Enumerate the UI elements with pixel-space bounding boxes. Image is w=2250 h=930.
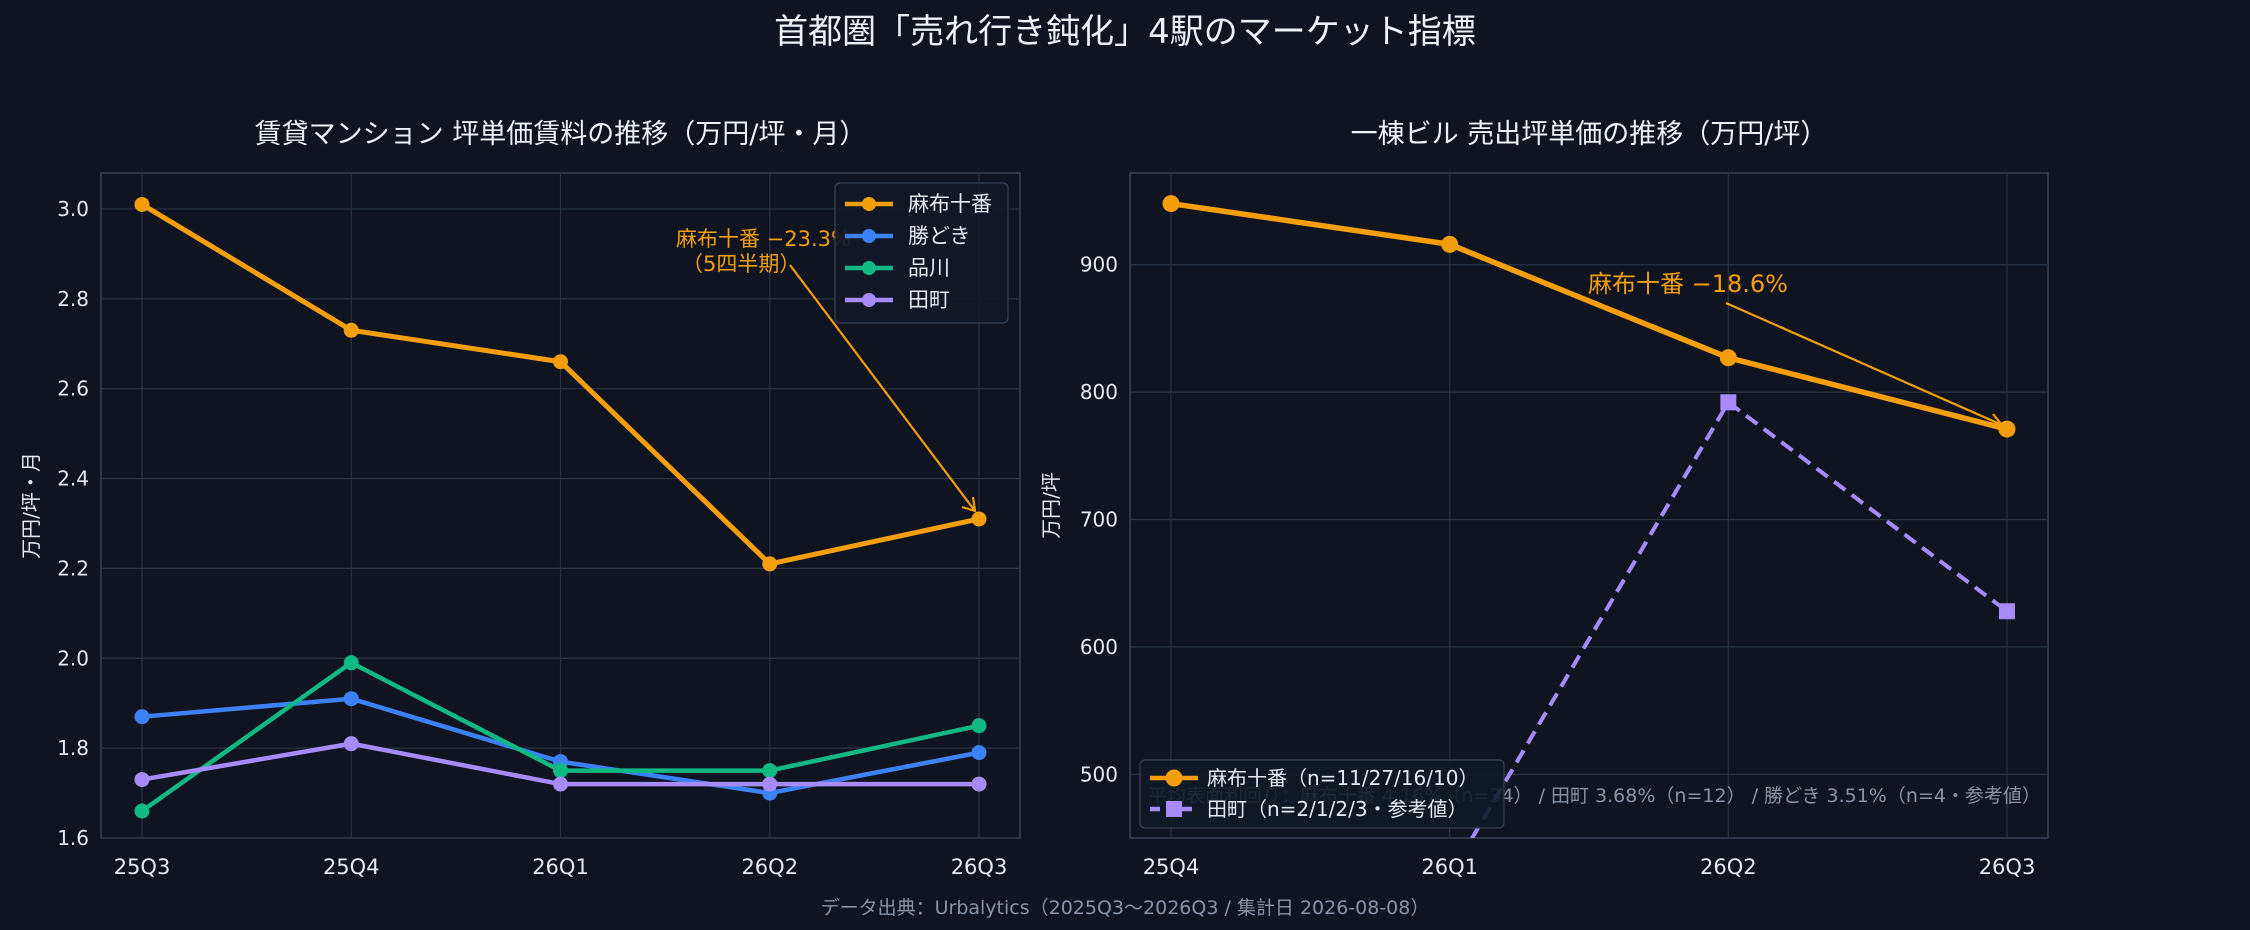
data-point — [1999, 603, 2015, 620]
y-tick-label: 1.8 — [57, 736, 89, 760]
data-point — [1441, 235, 1459, 253]
data-point — [343, 691, 359, 707]
y-tick-label: 2.8 — [57, 287, 89, 311]
data-source-footer: データ出典：Urbalytics（2025Q3〜2026Q3 / 集計日 202… — [820, 897, 1430, 919]
legend-box — [1139, 759, 1505, 829]
y-tick-label: 900 — [1080, 253, 1118, 277]
x-tick-label: 25Q4 — [323, 855, 380, 879]
legend-label: 田町（n=2/1/2/3・参考値） — [1207, 797, 1468, 821]
data-point — [553, 763, 568, 779]
x-tick-label: 25Q4 — [1143, 855, 1200, 879]
legend-label: 勝どき — [908, 224, 970, 248]
legend: 麻布十番（n=11/27/16/10） 田町（n=2/1/2/3・参考値） — [1139, 759, 1505, 829]
y-axis-label: 万円/坪・月 — [19, 452, 43, 559]
legend-box — [834, 182, 1009, 324]
legend-label: 品川 — [908, 256, 950, 280]
data-point — [553, 354, 568, 370]
legend-label: 麻布十番 — [908, 192, 992, 216]
y-tick-label: 2.4 — [57, 467, 89, 491]
y-tick-label: 1.6 — [57, 826, 89, 850]
legend-swatch-marker — [862, 261, 876, 275]
x-tick-label: 26Q2 — [741, 855, 798, 879]
data-point — [1720, 394, 1737, 411]
y-tick-label: 2.6 — [57, 377, 89, 401]
data-point — [1719, 349, 1737, 367]
page-title: 首都圏「売れ行き鈍化」4駅のマーケット指標 — [774, 12, 1476, 52]
legend-swatch-marker — [862, 293, 876, 307]
annotation-arrow — [789, 264, 976, 512]
x-tick-label: 26Q2 — [1700, 855, 1757, 879]
series-line-1 — [1469, 399, 2009, 838]
data-point — [1162, 195, 1180, 213]
y-tick-label: 700 — [1080, 508, 1118, 532]
x-tick-label: 25Q3 — [114, 855, 171, 879]
data-point — [762, 763, 778, 779]
data-point — [553, 776, 568, 792]
annotation-text: 麻布十番 −23.3% — [676, 227, 851, 251]
annotation-arrowhead — [1987, 413, 2005, 428]
panel-2: 500 600 700 800 900 25Q4 26Q1 26Q2 26Q3 一棟ビル 売出坪単… — [1039, 119, 2049, 879]
annotation-arrow — [1725, 301, 2003, 427]
annotation-text: 麻布十番 −18.6% — [1588, 270, 1788, 298]
data-point — [971, 511, 987, 527]
data-point — [971, 718, 987, 734]
y-tick-label: 600 — [1080, 635, 1118, 659]
y-tick-label: 3.0 — [57, 197, 89, 221]
data-point — [134, 772, 150, 788]
data-point — [343, 322, 359, 338]
annotation-arrowhead — [961, 496, 977, 513]
legend-label: 麻布十番（n=11/27/16/10） — [1207, 766, 1478, 790]
data-point — [343, 655, 359, 671]
legend-label: 田町 — [908, 288, 950, 312]
data-point — [971, 745, 987, 761]
data-point — [134, 196, 150, 212]
chart-title: 賃貸マンション 坪単価賃料の推移（万円/坪・月） — [255, 119, 867, 150]
chart-title: 一棟ビル 売出坪単価の推移（万円/坪） — [1351, 119, 1828, 150]
series-line-0 — [1170, 200, 2008, 432]
x-tick-label: 26Q3 — [951, 855, 1008, 879]
data-point — [762, 776, 778, 792]
legend-swatch-marker — [1165, 769, 1183, 787]
y-axis-label: 万円/坪 — [1039, 472, 1063, 539]
y-tick-label: 800 — [1080, 380, 1118, 404]
data-point — [762, 556, 778, 572]
panel-1: 1.6 1.8 2.0 2.2 2.4 2.6 2.8 3.0 25Q3 25Q4 26Q1 26Q2… — [19, 119, 1021, 879]
legend-swatch-marker — [1166, 801, 1182, 817]
y-tick-label: 2.2 — [57, 556, 89, 580]
data-point — [134, 709, 150, 725]
y-tick-label: 500 — [1080, 762, 1118, 786]
legend-swatch-marker — [862, 229, 876, 243]
x-tick-label: 26Q3 — [1979, 855, 2036, 879]
data-point — [134, 803, 150, 819]
plot-frame — [1129, 172, 2049, 839]
data-point — [971, 776, 987, 792]
x-tick-label: 26Q1 — [532, 855, 589, 879]
data-point — [343, 736, 359, 752]
x-tick-label: 26Q1 — [1421, 855, 1478, 879]
legend-swatch-marker — [862, 197, 876, 211]
annotation-text: （5四半期） — [682, 252, 800, 276]
y-tick-label: 2.0 — [57, 646, 89, 670]
